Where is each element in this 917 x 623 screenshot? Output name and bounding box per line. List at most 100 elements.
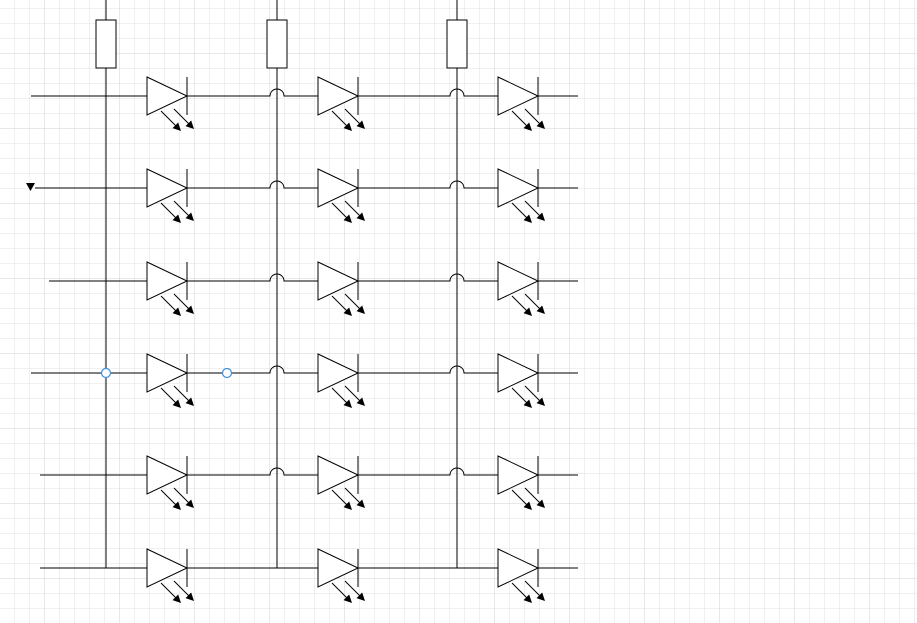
led-triangle — [146, 353, 189, 393]
led-triangle — [317, 353, 360, 393]
light-ray — [331, 202, 349, 220]
arrow-head-icon — [185, 499, 194, 508]
connector-end-handle[interactable] — [221, 367, 233, 379]
row-3-wire[interactable] — [49, 273, 578, 282]
components-layer — [26, 19, 545, 603]
light-ray — [344, 108, 362, 126]
arrow-head-icon — [343, 594, 352, 603]
light-ray — [331, 582, 349, 600]
led-icon[interactable] — [317, 168, 365, 223]
arrow-head-icon — [343, 399, 352, 408]
led-icon[interactable] — [497, 261, 545, 316]
row-4-wire[interactable] — [31, 365, 578, 374]
arrow-head-icon — [172, 307, 181, 316]
led-triangle — [317, 76, 360, 116]
led-icon[interactable] — [317, 353, 365, 408]
arrow-head-icon — [343, 501, 352, 510]
light-ray — [331, 110, 349, 128]
led-icon[interactable] — [497, 76, 545, 131]
led-triangle — [146, 261, 189, 301]
light-ray — [524, 200, 542, 218]
arrow-head-icon — [536, 592, 545, 601]
light-ray — [344, 385, 362, 403]
arrow-head-icon — [172, 594, 181, 603]
arrow-head-icon — [356, 120, 365, 129]
led-icon[interactable] — [146, 548, 194, 603]
led-icon[interactable] — [317, 76, 365, 131]
led-triangle — [497, 168, 540, 208]
light-ray — [344, 293, 362, 311]
row-wire-path — [35, 180, 578, 189]
led-icon[interactable] — [317, 261, 365, 316]
led-icon[interactable] — [497, 353, 545, 408]
arrow-head-icon — [343, 307, 352, 316]
row-wire-path — [40, 467, 578, 476]
light-ray — [331, 387, 349, 405]
light-ray — [524, 580, 542, 598]
light-ray — [511, 489, 529, 507]
led-triangle — [146, 548, 189, 588]
arrow-head-icon — [356, 397, 365, 406]
light-ray — [524, 108, 542, 126]
light-ray — [511, 110, 529, 128]
light-ray — [160, 295, 178, 313]
wires-layer — [31, 0, 578, 569]
light-ray — [511, 295, 529, 313]
led-triangle — [317, 261, 360, 301]
arrow-head-icon — [536, 212, 545, 221]
light-ray — [173, 385, 191, 403]
led-icon[interactable] — [497, 548, 545, 603]
arrow-head-icon — [185, 212, 194, 221]
led-triangle — [497, 76, 540, 116]
resistor-icon[interactable] — [95, 19, 117, 69]
led-icon[interactable] — [146, 353, 194, 408]
light-ray — [344, 200, 362, 218]
led-triangle — [497, 548, 540, 588]
connector-start-handle[interactable] — [100, 367, 112, 379]
led-triangle — [317, 455, 360, 495]
row-2-wire[interactable] — [35, 180, 578, 189]
light-ray — [160, 489, 178, 507]
arrow-head-icon — [185, 397, 194, 406]
light-ray — [160, 110, 178, 128]
arrow-head-icon — [523, 594, 532, 603]
arrow-head-icon — [356, 499, 365, 508]
light-ray — [511, 202, 529, 220]
resistor-icon[interactable] — [266, 19, 288, 69]
light-ray — [160, 387, 178, 405]
row-5-wire[interactable] — [40, 467, 578, 476]
arrow-head-icon — [523, 214, 532, 223]
light-ray — [524, 293, 542, 311]
arrow-head-icon — [536, 397, 545, 406]
led-icon[interactable] — [146, 168, 194, 223]
led-icon[interactable] — [146, 76, 194, 131]
led-icon[interactable] — [146, 455, 194, 510]
arrow-head-icon — [185, 592, 194, 601]
light-ray — [344, 580, 362, 598]
led-triangle — [497, 455, 540, 495]
led-icon[interactable] — [497, 455, 545, 510]
arrow-head-icon — [343, 122, 352, 131]
light-ray — [524, 385, 542, 403]
led-icon[interactable] — [317, 455, 365, 510]
led-icon[interactable] — [146, 261, 194, 316]
arrow-head-icon — [536, 120, 545, 129]
resistor-icon[interactable] — [446, 19, 468, 69]
arrow-head-icon — [185, 120, 194, 129]
arrow-head-icon — [356, 592, 365, 601]
arrow-head-icon — [356, 212, 365, 221]
light-ray — [173, 200, 191, 218]
row-1-wire[interactable] — [31, 88, 578, 97]
input-arrow-icon — [26, 183, 35, 191]
light-ray — [511, 582, 529, 600]
light-ray — [524, 487, 542, 505]
arrow-head-icon — [523, 501, 532, 510]
led-icon[interactable] — [317, 548, 365, 603]
light-ray — [173, 580, 191, 598]
led-icon[interactable] — [497, 168, 545, 223]
arrow-head-icon — [356, 305, 365, 314]
row-wire-path — [31, 88, 578, 97]
arrow-head-icon — [536, 305, 545, 314]
